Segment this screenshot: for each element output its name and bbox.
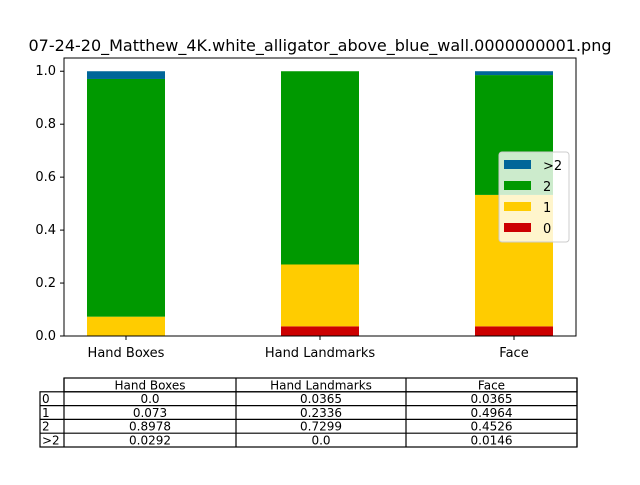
table-cell-2-2: 0.4526 bbox=[471, 420, 513, 434]
legend-label-2: 2 bbox=[543, 180, 551, 195]
table-cell-1-1: 0.2336 bbox=[300, 406, 342, 420]
table-header-0: Hand Boxes bbox=[115, 378, 186, 392]
table-cell-0-0: 0.0 bbox=[140, 392, 159, 406]
table-row-label-0: 0 bbox=[42, 392, 50, 406]
legend-swatch-3 bbox=[504, 160, 531, 169]
bar-1-series-2 bbox=[281, 71, 359, 265]
legend-swatch-0 bbox=[504, 223, 531, 232]
legend-swatch-1 bbox=[504, 202, 531, 211]
bar-0-series-3 bbox=[87, 71, 165, 79]
table-cell-2-1: 0.7299 bbox=[300, 420, 342, 434]
legend-box bbox=[498, 151, 570, 243]
y-tick-label-5: 1.0 bbox=[35, 64, 56, 79]
legend-label-0: 0 bbox=[543, 222, 551, 237]
table-cell-3-2: 0.0146 bbox=[471, 434, 513, 448]
table-row-label-1: 1 bbox=[42, 406, 50, 420]
bar-1-series-0 bbox=[281, 326, 359, 336]
legend-label-1: 1 bbox=[543, 201, 551, 216]
table-cell-3-1: 0.0 bbox=[311, 434, 330, 448]
x-tick-label-0: Hand Boxes bbox=[88, 346, 165, 361]
y-tick-label-2: 0.4 bbox=[35, 223, 56, 238]
x-tick-label-1: Hand Landmarks bbox=[265, 346, 376, 361]
table-cell-0-1: 0.0365 bbox=[300, 392, 342, 406]
table-cell-1-2: 0.4964 bbox=[471, 406, 513, 420]
y-tick-label-3: 0.6 bbox=[35, 170, 56, 185]
table-cell-3-0: 0.0292 bbox=[129, 434, 171, 448]
y-tick-label-1: 0.2 bbox=[35, 276, 56, 291]
table-cell-2-0: 0.8978 bbox=[129, 420, 171, 434]
bar-1-series-1 bbox=[281, 264, 359, 327]
table-header-1: Hand Landmarks bbox=[270, 378, 372, 392]
bar-0-series-2 bbox=[87, 78, 165, 317]
x-tick-label-2: Face bbox=[499, 346, 528, 361]
table-row-label-3: >2 bbox=[42, 434, 60, 448]
bar-0-series-1 bbox=[87, 316, 165, 336]
bar-2-series-3 bbox=[475, 71, 553, 76]
table-row-label-2: 2 bbox=[42, 420, 50, 434]
y-tick-label-0: 0.0 bbox=[35, 329, 56, 344]
table-header-2: Face bbox=[478, 378, 505, 392]
table-cell-1-0: 0.073 bbox=[133, 406, 167, 420]
legend-swatch-2 bbox=[504, 181, 531, 190]
table-cell-0-2: 0.0365 bbox=[471, 392, 513, 406]
y-tick-label-4: 0.8 bbox=[35, 117, 56, 132]
bar-2-series-0 bbox=[475, 326, 553, 336]
chart-title: 07-24-20_Matthew_4K.white_alligator_abov… bbox=[29, 36, 612, 56]
legend-label-3: >2 bbox=[543, 159, 562, 174]
